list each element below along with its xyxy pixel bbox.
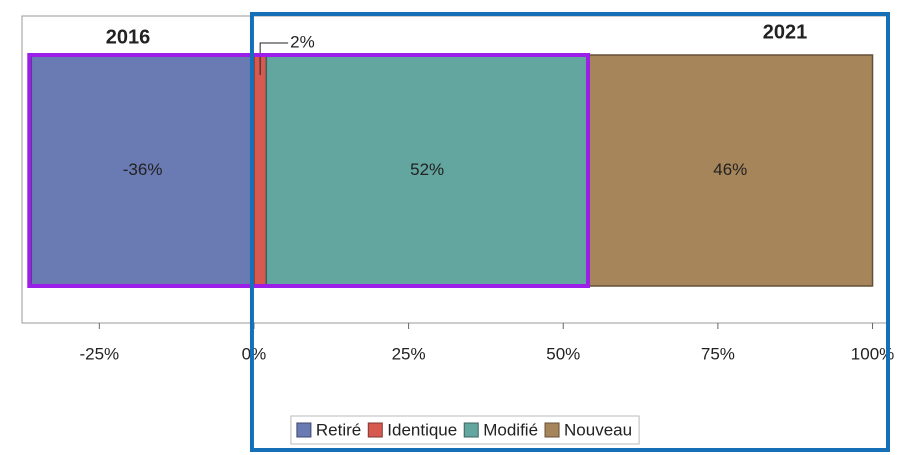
legend-label: Nouveau	[564, 420, 632, 439]
legend-frame	[290, 415, 640, 445]
data-label: 46%	[713, 160, 747, 179]
x-tick-label: -25%	[79, 344, 119, 363]
legend-label: Retiré	[316, 420, 361, 439]
annotation-box	[249, 12, 890, 452]
bar-segment	[587, 54, 874, 287]
annotation-box	[27, 53, 590, 288]
data-label: -36%	[123, 160, 163, 179]
leader-line	[259, 42, 289, 75]
x-tick-label: 50%	[546, 344, 580, 363]
legend-label: Modifié	[483, 420, 538, 439]
bar-segment	[253, 54, 268, 287]
legend-label: Identique	[387, 420, 457, 439]
legend-swatch	[367, 422, 383, 438]
annotation-label: 2021	[763, 21, 808, 43]
data-label: 2%	[290, 32, 315, 51]
legend-swatch	[296, 422, 312, 438]
x-tick-label: 75%	[701, 344, 735, 363]
data-label: 52%	[410, 160, 444, 179]
x-tick-label: 100%	[851, 344, 894, 363]
x-tick-label: 25%	[392, 344, 426, 363]
annotation-label: 2016	[106, 26, 151, 48]
legend-swatch	[463, 422, 479, 438]
legend-swatch	[544, 422, 560, 438]
